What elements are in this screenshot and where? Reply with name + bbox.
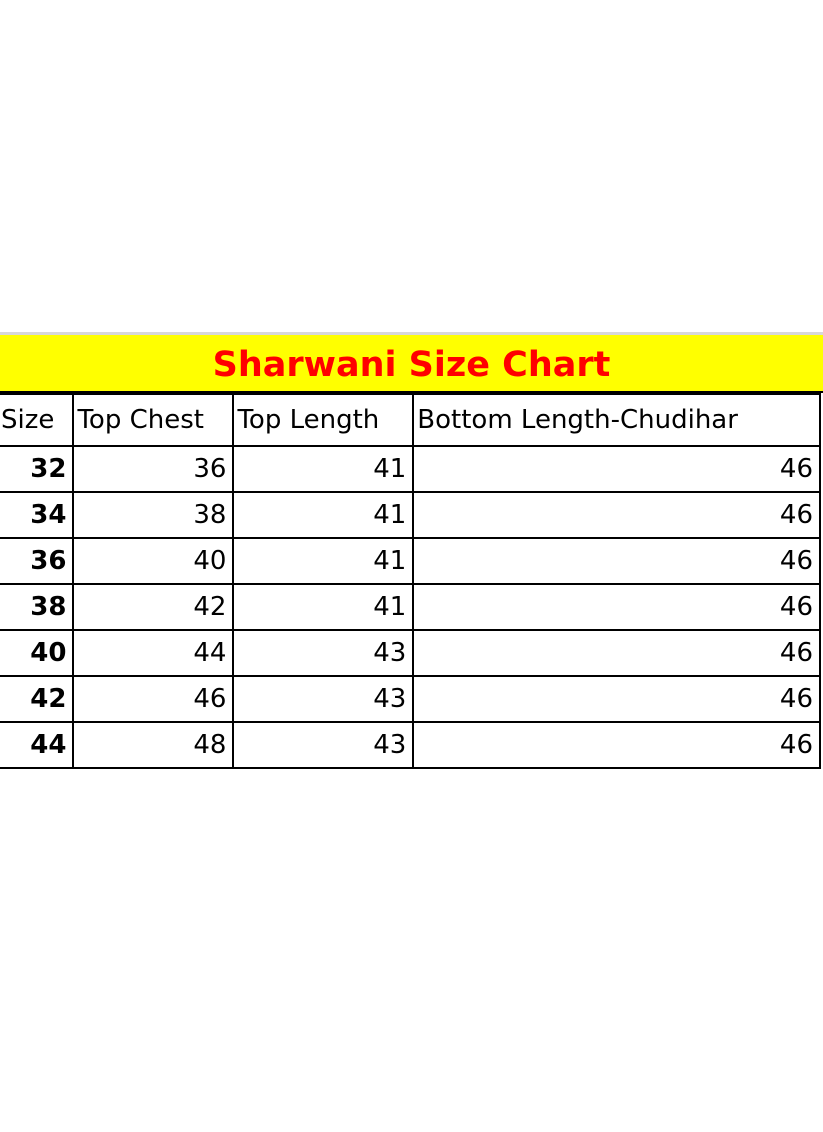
size-cell: 36 [0, 537, 75, 585]
bottom-length-cell: 46 [412, 629, 821, 677]
top-length-cell: 41 [232, 491, 415, 539]
table-row: 42 46 43 46 [0, 675, 821, 723]
top-divider [0, 332, 823, 335]
top-length-cell: 41 [232, 583, 415, 631]
top-chest-cell: 46 [72, 675, 235, 723]
bottom-length-cell: 46 [412, 721, 821, 769]
size-table: Size Top Chest Top Length Bottom Length-… [0, 393, 821, 769]
bottom-length-cell: 46 [412, 491, 821, 539]
top-length-cell: 43 [232, 629, 415, 677]
chart-title: Sharwani Size Chart [0, 335, 823, 393]
top-chest-cell: 44 [72, 629, 235, 677]
header-top-chest: Top Chest [72, 393, 235, 447]
header-size: Size [0, 393, 75, 447]
bottom-length-cell: 46 [412, 537, 821, 585]
header-row: Size Top Chest Top Length Bottom Length-… [0, 393, 821, 447]
top-length-cell: 41 [232, 445, 415, 493]
bottom-length-cell: 46 [412, 445, 821, 493]
size-cell: 42 [0, 675, 75, 723]
table-row: 34 38 41 46 [0, 491, 821, 539]
top-chest-cell: 40 [72, 537, 235, 585]
top-chest-cell: 42 [72, 583, 235, 631]
bottom-length-cell: 46 [412, 583, 821, 631]
size-cell: 32 [0, 445, 75, 493]
size-cell: 34 [0, 491, 75, 539]
size-cell: 44 [0, 721, 75, 769]
size-cell: 40 [0, 629, 75, 677]
table-row: 44 48 43 46 [0, 721, 821, 769]
top-length-cell: 41 [232, 537, 415, 585]
table-row: 36 40 41 46 [0, 537, 821, 585]
size-cell: 38 [0, 583, 75, 631]
top-chest-cell: 36 [72, 445, 235, 493]
bottom-length-cell: 46 [412, 675, 821, 723]
top-length-cell: 43 [232, 721, 415, 769]
table-row: 32 36 41 46 [0, 445, 821, 493]
header-top-length: Top Length [232, 393, 415, 447]
top-chest-cell: 38 [72, 491, 235, 539]
table-row: 38 42 41 46 [0, 583, 821, 631]
header-bottom-length: Bottom Length-Chudihar [412, 393, 821, 447]
table-row: 40 44 43 46 [0, 629, 821, 677]
top-length-cell: 43 [232, 675, 415, 723]
top-chest-cell: 48 [72, 721, 235, 769]
